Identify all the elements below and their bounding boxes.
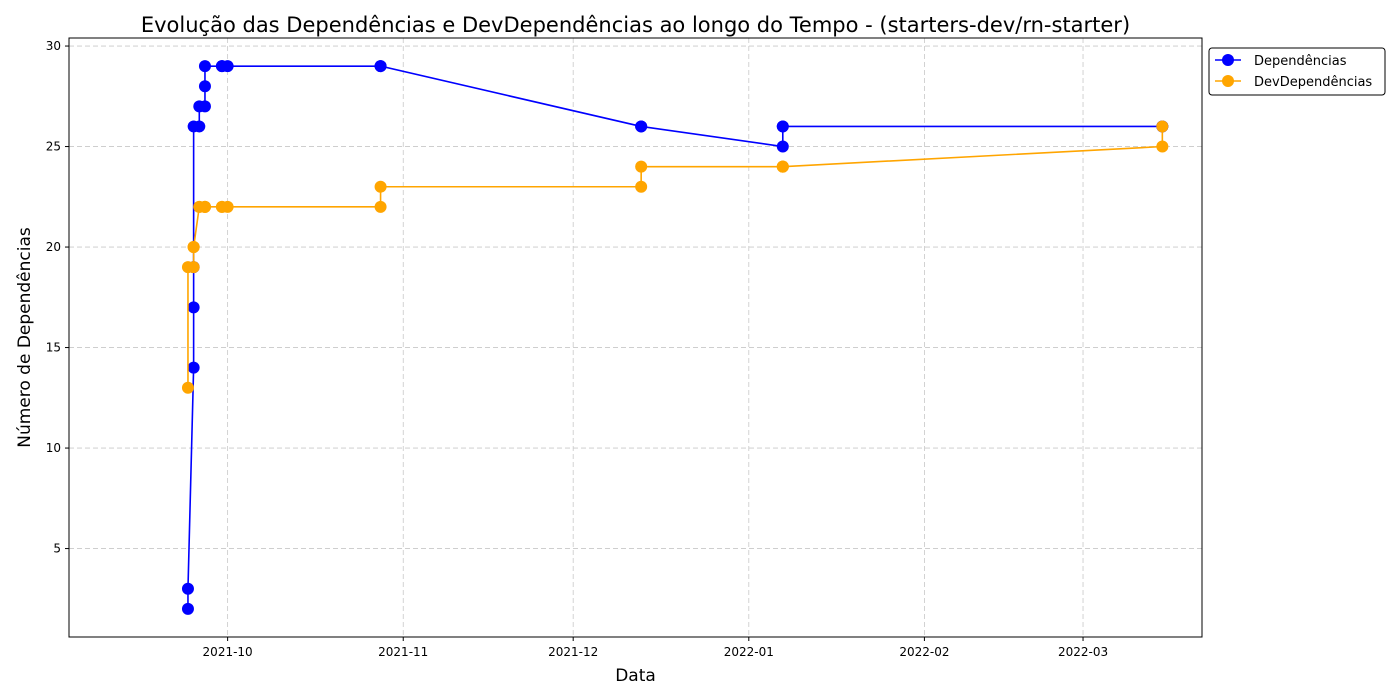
legend-entry-dependencias: Dependências	[1215, 54, 1347, 69]
data-point	[187, 261, 200, 274]
data-point	[635, 120, 648, 133]
legend: Dependências DevDependências	[1208, 47, 1386, 96]
data-point	[635, 180, 648, 193]
data-point	[187, 361, 200, 374]
x-tick-label: 2022-02	[899, 645, 949, 659]
y-axis: 5 10 15 20 25 30	[46, 39, 69, 556]
y-tick-label: 25	[46, 140, 61, 154]
x-tick-label: 2021-11	[378, 645, 428, 659]
data-point	[635, 160, 648, 173]
legend-label: DevDependências	[1254, 75, 1372, 90]
data-point	[776, 120, 789, 133]
series-devdependencias	[181, 120, 1169, 394]
y-axis-label: Número de Dependências	[15, 227, 35, 448]
data-point	[181, 381, 194, 394]
data-point	[1156, 140, 1169, 153]
series-line	[187, 65, 1163, 609]
x-axis-label: Data	[615, 666, 656, 686]
legend-label: Dependências	[1254, 54, 1347, 69]
x-tick-label: 2021-10	[203, 645, 253, 659]
x-axis: 2021-10 2021-11 2021-12 2022-01 2022-02 2022-…	[203, 637, 1108, 659]
data-point	[187, 301, 200, 314]
legend-entry-devdependencias: DevDependências	[1215, 75, 1372, 90]
data-point	[776, 140, 789, 153]
data-point	[181, 602, 194, 615]
plot-area	[68, 37, 1203, 638]
y-tick-label: 30	[46, 39, 61, 53]
data-point	[374, 180, 387, 193]
y-tick-label: 5	[53, 542, 61, 556]
data-point	[374, 60, 387, 73]
y-tick-label: 20	[46, 240, 61, 254]
legend-swatch-marker	[1222, 75, 1234, 87]
x-tick-label: 2022-03	[1058, 645, 1108, 659]
series-line	[187, 126, 1164, 388]
data-point	[198, 80, 211, 93]
data-point	[776, 160, 789, 173]
data-point	[193, 120, 206, 133]
legend-box	[1208, 47, 1386, 96]
legend-swatch-marker	[1222, 54, 1234, 66]
data-point	[1156, 120, 1169, 133]
y-tick-label: 15	[46, 341, 61, 355]
data-point	[221, 60, 234, 73]
grid-lines	[69, 38, 1202, 637]
series-dependencias	[181, 60, 1169, 615]
data-point	[198, 100, 211, 113]
data-point	[198, 60, 211, 73]
data-point	[187, 241, 200, 254]
data-point	[374, 200, 387, 213]
data-point	[181, 582, 194, 595]
x-tick-label: 2021-12	[548, 645, 598, 659]
series-layer	[181, 60, 1169, 615]
data-point	[221, 200, 234, 213]
x-tick-label: 2022-01	[724, 645, 774, 659]
data-point	[198, 200, 211, 213]
y-tick-label: 10	[46, 441, 61, 455]
chart-title: Evolução das Dependências e DevDependênc…	[141, 13, 1130, 37]
